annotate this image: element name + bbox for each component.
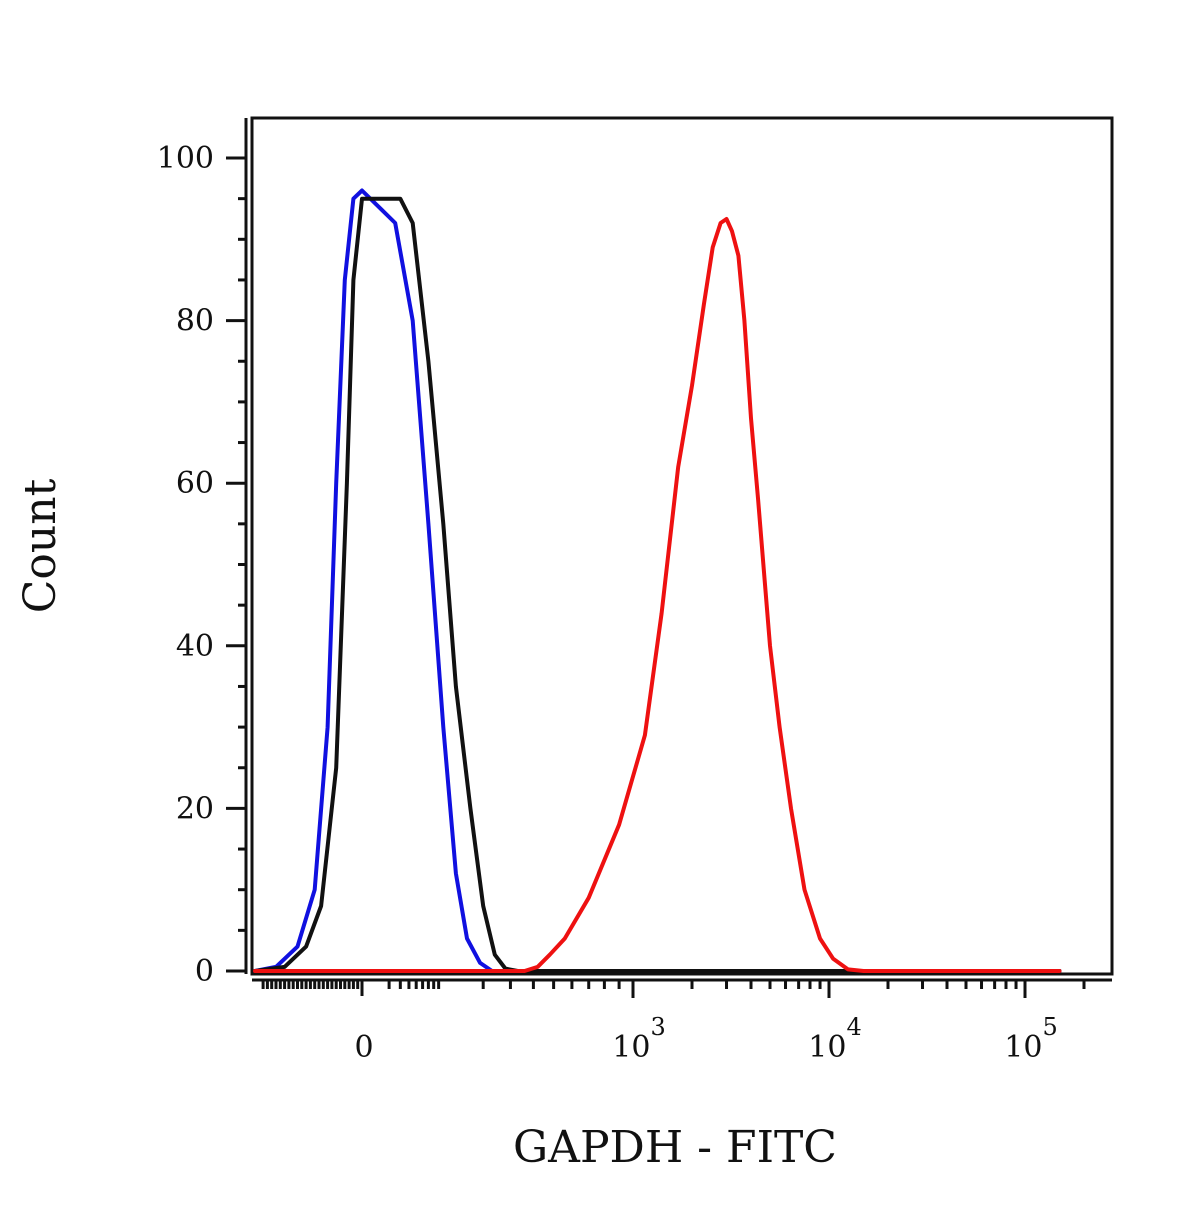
y-axis-title: Count xyxy=(15,478,66,613)
histogram-series-2 xyxy=(253,196,1062,973)
y-tick-label: 60 xyxy=(176,466,214,501)
y-tick-label: 40 xyxy=(176,629,214,664)
x-tick-exponent: 5 xyxy=(1042,1013,1057,1041)
series-layer xyxy=(253,188,1062,973)
y-tick-label: 80 xyxy=(176,304,214,339)
y-axis: 0 20 40 60 80 100 xyxy=(157,118,248,989)
y-tick-label: 100 xyxy=(157,141,214,176)
x-tick-exponent: 3 xyxy=(650,1013,665,1041)
x-tick-label: 104 xyxy=(808,1013,861,1065)
x-tick-label: 103 xyxy=(612,1013,665,1065)
y-tick-label: 0 xyxy=(195,954,214,989)
x-tick-label: 0 xyxy=(354,1030,373,1065)
y-tick-label: 20 xyxy=(176,791,214,826)
x-axis-title: GAPDH - FITC xyxy=(513,1122,837,1173)
histogram-series-1 xyxy=(253,188,1062,973)
x-tick-base: 10 xyxy=(808,1030,846,1065)
x-tick-base: 10 xyxy=(612,1030,650,1065)
plot-frame xyxy=(250,116,1114,976)
x-tick-base: 10 xyxy=(1004,1030,1042,1065)
x-tick-exponent: 4 xyxy=(846,1013,861,1041)
x-tick-label: 105 xyxy=(1004,1013,1057,1065)
x-tick-base: 0 xyxy=(354,1030,373,1065)
histogram-series-3 xyxy=(253,217,1062,973)
